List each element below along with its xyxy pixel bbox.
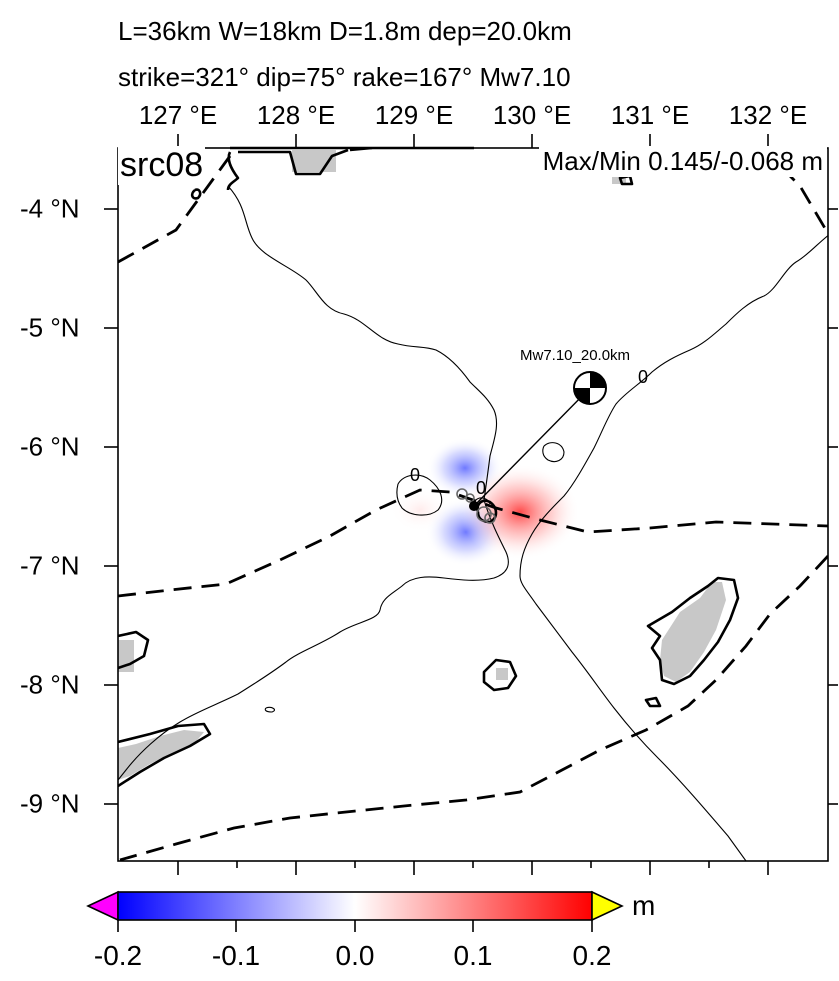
beachball-leader bbox=[473, 387, 591, 507]
lat-label-6s: -6 °N bbox=[20, 431, 80, 462]
colorbar-tick-label: -0.2 bbox=[93, 940, 143, 971]
zero-contours bbox=[118, 185, 828, 861]
colorbar-under-triangle bbox=[86, 890, 119, 922]
rupture-markers bbox=[456, 488, 496, 524]
land-patches bbox=[118, 150, 726, 780]
lon-label-130: 130 °E bbox=[492, 100, 572, 130]
lat-ticks bbox=[104, 208, 838, 805]
lon-label-132: 132 °E bbox=[728, 100, 808, 130]
colorbar-unit: m bbox=[632, 890, 656, 921]
lat-label-7s: -7 °N bbox=[20, 550, 80, 581]
colorbar-tick-label: 0.1 bbox=[453, 940, 493, 971]
lat-label-5s: -5 °N bbox=[20, 312, 80, 343]
lat-label-8s: -8 °N bbox=[20, 669, 80, 700]
colorbar-over-triangle bbox=[591, 890, 624, 922]
colorbar-tick-label: 0.0 bbox=[335, 940, 375, 971]
lat-label-9s: -9 °N bbox=[20, 788, 80, 819]
lon-ticks bbox=[177, 134, 769, 875]
colorbar-tick-label: -0.1 bbox=[211, 940, 261, 971]
source-parameters-line1: L=36km W=18km D=1.8m dep=20.0km bbox=[118, 16, 572, 46]
contour-label: 0 bbox=[638, 367, 648, 387]
lon-label-128: 128 °E bbox=[256, 100, 336, 130]
colorbar-ramp bbox=[117, 891, 593, 921]
coastlines bbox=[118, 148, 740, 788]
colorbar bbox=[86, 890, 624, 932]
colorbar-tick-label: 0.2 bbox=[572, 940, 612, 971]
lon-label-131: 131 °E bbox=[610, 100, 690, 130]
positive-lobe-east bbox=[460, 464, 580, 560]
source-parameters-line2: strike=321° dip=75° rake=167° Mw7.10 bbox=[118, 62, 571, 92]
lat-label-4s: -4 °N bbox=[20, 193, 80, 224]
contour-label: 0 bbox=[410, 465, 420, 485]
beachball-label: Mw7.10_20.0km bbox=[520, 347, 630, 364]
panel-label: src08 bbox=[118, 146, 206, 185]
positive-lobe-west bbox=[390, 488, 450, 532]
max-min-readout: Max/Min 0.145/-0.068 m bbox=[538, 146, 827, 177]
lon-label-127: 127 °E bbox=[138, 100, 218, 130]
contour-label: 0 bbox=[476, 478, 486, 498]
lon-label-129: 129 °E bbox=[374, 100, 454, 130]
focal-mechanism-beachball bbox=[573, 371, 607, 405]
